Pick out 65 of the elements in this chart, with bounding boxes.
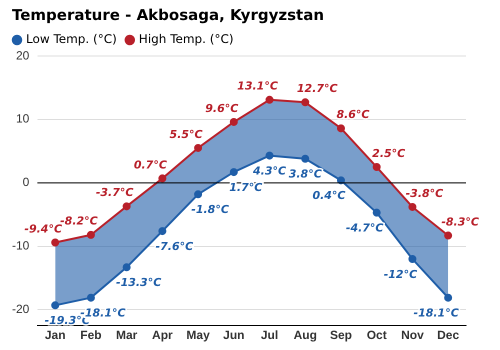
legend-label: High Temp. (°C) — [138, 32, 234, 46]
chart-title: Temperature - Akbosaga, Kyrgyzstan — [12, 6, 324, 24]
data-label: 0.4°C — [312, 189, 346, 202]
data-label: 2.5°C — [372, 146, 406, 160]
x-tick-label: Sep — [330, 328, 352, 342]
point — [372, 208, 381, 217]
point — [51, 238, 60, 246]
x-tick-label: Jun — [223, 328, 244, 342]
point — [408, 254, 416, 263]
point — [158, 174, 166, 182]
y-tick-label: 0 — [22, 175, 30, 190]
data-label: -18.1°C — [414, 306, 459, 320]
data-label: 3.8°C — [288, 168, 322, 181]
point — [194, 190, 202, 198]
x-tick-label: Jul — [260, 328, 278, 342]
x-tick-label: Mar — [116, 328, 138, 342]
x-tick-label: Nov — [401, 328, 424, 342]
y-tick-label: -10 — [12, 238, 30, 253]
x-tick-label: Aug — [294, 328, 317, 342]
point — [266, 152, 274, 160]
data-label: 4.3°C — [252, 164, 286, 178]
data-label: -8.2°C — [60, 214, 98, 228]
data-label: -8.3°C — [441, 215, 479, 228]
data-label: 5.5°C — [170, 128, 203, 141]
data-label: -4.7°C — [346, 222, 384, 235]
x-tick-label: Dec — [437, 328, 460, 342]
data-label: -9.4°C — [24, 222, 62, 236]
point — [230, 168, 238, 176]
x-tick-label: Feb — [80, 328, 102, 342]
point — [51, 301, 60, 310]
data-label: 13.1°C — [237, 80, 278, 93]
data-label: 9.6°C — [205, 102, 238, 115]
data-label: -13.3°C — [116, 276, 162, 290]
point — [444, 294, 452, 302]
data-label: -12°C — [384, 268, 418, 281]
data-label: 0.7°C — [134, 158, 167, 172]
y-tick-label: -20 — [12, 302, 30, 316]
legend-label: Low Temp. (°C) — [26, 32, 117, 46]
y-tick-label: 20 — [16, 48, 30, 62]
point — [158, 227, 166, 236]
data-label: -3.8°C — [406, 186, 444, 200]
point — [122, 263, 131, 272]
point — [408, 202, 416, 211]
data-label: -1.8°C — [191, 203, 229, 216]
data-label: 1.7°C — [229, 180, 262, 194]
point — [86, 230, 95, 239]
data-label: -7.6°C — [156, 240, 194, 253]
point — [230, 118, 238, 126]
point — [122, 202, 131, 210]
x-tick-label: Apr — [152, 328, 174, 342]
point — [194, 144, 202, 152]
data-label: 8.6°C — [336, 108, 370, 122]
point — [372, 163, 381, 172]
point — [301, 154, 310, 163]
data-label: 12.7°C — [296, 82, 338, 96]
point — [266, 96, 274, 104]
point — [444, 232, 452, 240]
data-label: -3.7°C — [96, 186, 134, 200]
x-tick-label: Jan — [44, 328, 66, 342]
x-tick-label: Oct — [366, 328, 387, 342]
point — [86, 294, 95, 302]
point — [336, 124, 345, 132]
point — [301, 98, 310, 106]
y-tick-label: 10 — [16, 112, 30, 126]
x-tick-label: May — [186, 328, 210, 342]
